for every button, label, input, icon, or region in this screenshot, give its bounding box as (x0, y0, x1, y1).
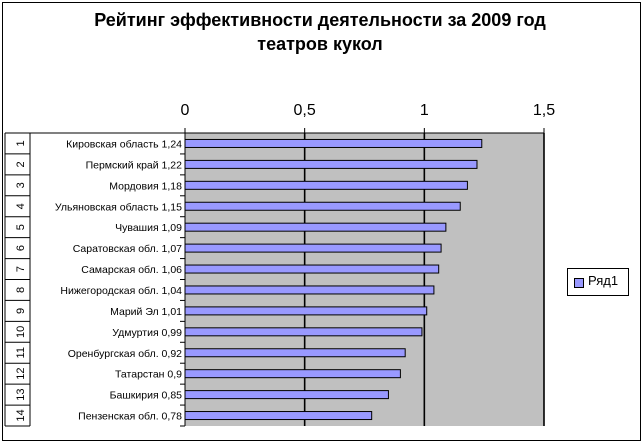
category-number-6: 6 (15, 245, 27, 251)
bar-label-4: Ульяновская область 1,15 (55, 201, 182, 213)
legend: Ряд1 (567, 268, 629, 296)
category-number-11: 11 (15, 347, 27, 358)
bar-13 (184, 390, 389, 400)
bar-label-12: Татарстан 0,9 (115, 369, 182, 381)
x-tick-label-0: 0 (181, 102, 190, 119)
legend-label: Ряд1 (588, 273, 619, 288)
bar-10 (184, 327, 423, 337)
bar-label-10: Удмуртия 0,99 (112, 327, 182, 339)
category-number-7: 7 (15, 266, 27, 272)
bar-label-2: Пермский край 1,22 (86, 159, 183, 171)
x-tick-label-3: 1,5 (533, 102, 555, 119)
bar-4 (184, 201, 461, 211)
legend-swatch (574, 278, 584, 288)
chart-title-line-2: театров кукол (257, 34, 383, 54)
chart-title-line-1: Рейтинг эффективности деятельности за 20… (94, 10, 546, 30)
category-number-5: 5 (15, 224, 27, 230)
bar-label-9: Марий Эл 1,01 (110, 306, 182, 318)
category-number-14: 14 (15, 409, 27, 421)
bar-8 (184, 285, 435, 295)
bar-9 (184, 306, 428, 316)
category-number-1: 1 (15, 140, 27, 146)
bar-3 (184, 180, 468, 190)
chart-title: Рейтинг эффективности деятельности за 20… (40, 8, 600, 56)
category-number-3: 3 (15, 182, 27, 188)
bar-2 (184, 159, 478, 169)
bar-12 (184, 369, 401, 379)
bar-11 (184, 348, 406, 358)
category-number-12: 12 (15, 368, 27, 380)
bar-label-7: Самарская обл. 1,06 (81, 264, 182, 276)
category-number-8: 8 (15, 287, 27, 293)
bar-label-11: Оренбургская обл. 0,92 (68, 348, 182, 360)
x-tick-label-1: 0,5 (294, 102, 316, 119)
bar-label-8: Нижегородская обл. 1,04 (60, 285, 182, 297)
bar-label-14: Пензенская обл. 0,78 (78, 411, 182, 423)
bar-5 (184, 222, 447, 232)
bar-7 (184, 264, 440, 274)
category-number-2: 2 (15, 161, 27, 167)
category-number-10: 10 (15, 326, 27, 338)
bar-label-13: Башкирия 0,85 (110, 390, 183, 402)
x-tick-label-2: 1 (420, 102, 429, 119)
bar-label-6: Саратовская обл. 1,07 (73, 243, 182, 255)
category-number-13: 13 (15, 388, 27, 400)
bar-6 (184, 243, 442, 253)
bar-1 (184, 138, 483, 148)
bar-label-1: Кировская область 1,24 (66, 138, 182, 150)
bar-14 (184, 411, 373, 421)
bar-label-5: Чувашия 1,09 (115, 222, 182, 234)
plot-area (185, 133, 544, 426)
category-number-4: 4 (15, 203, 27, 209)
bar-label-3: Мордовия 1,18 (109, 180, 182, 192)
category-number-9: 9 (15, 308, 27, 314)
